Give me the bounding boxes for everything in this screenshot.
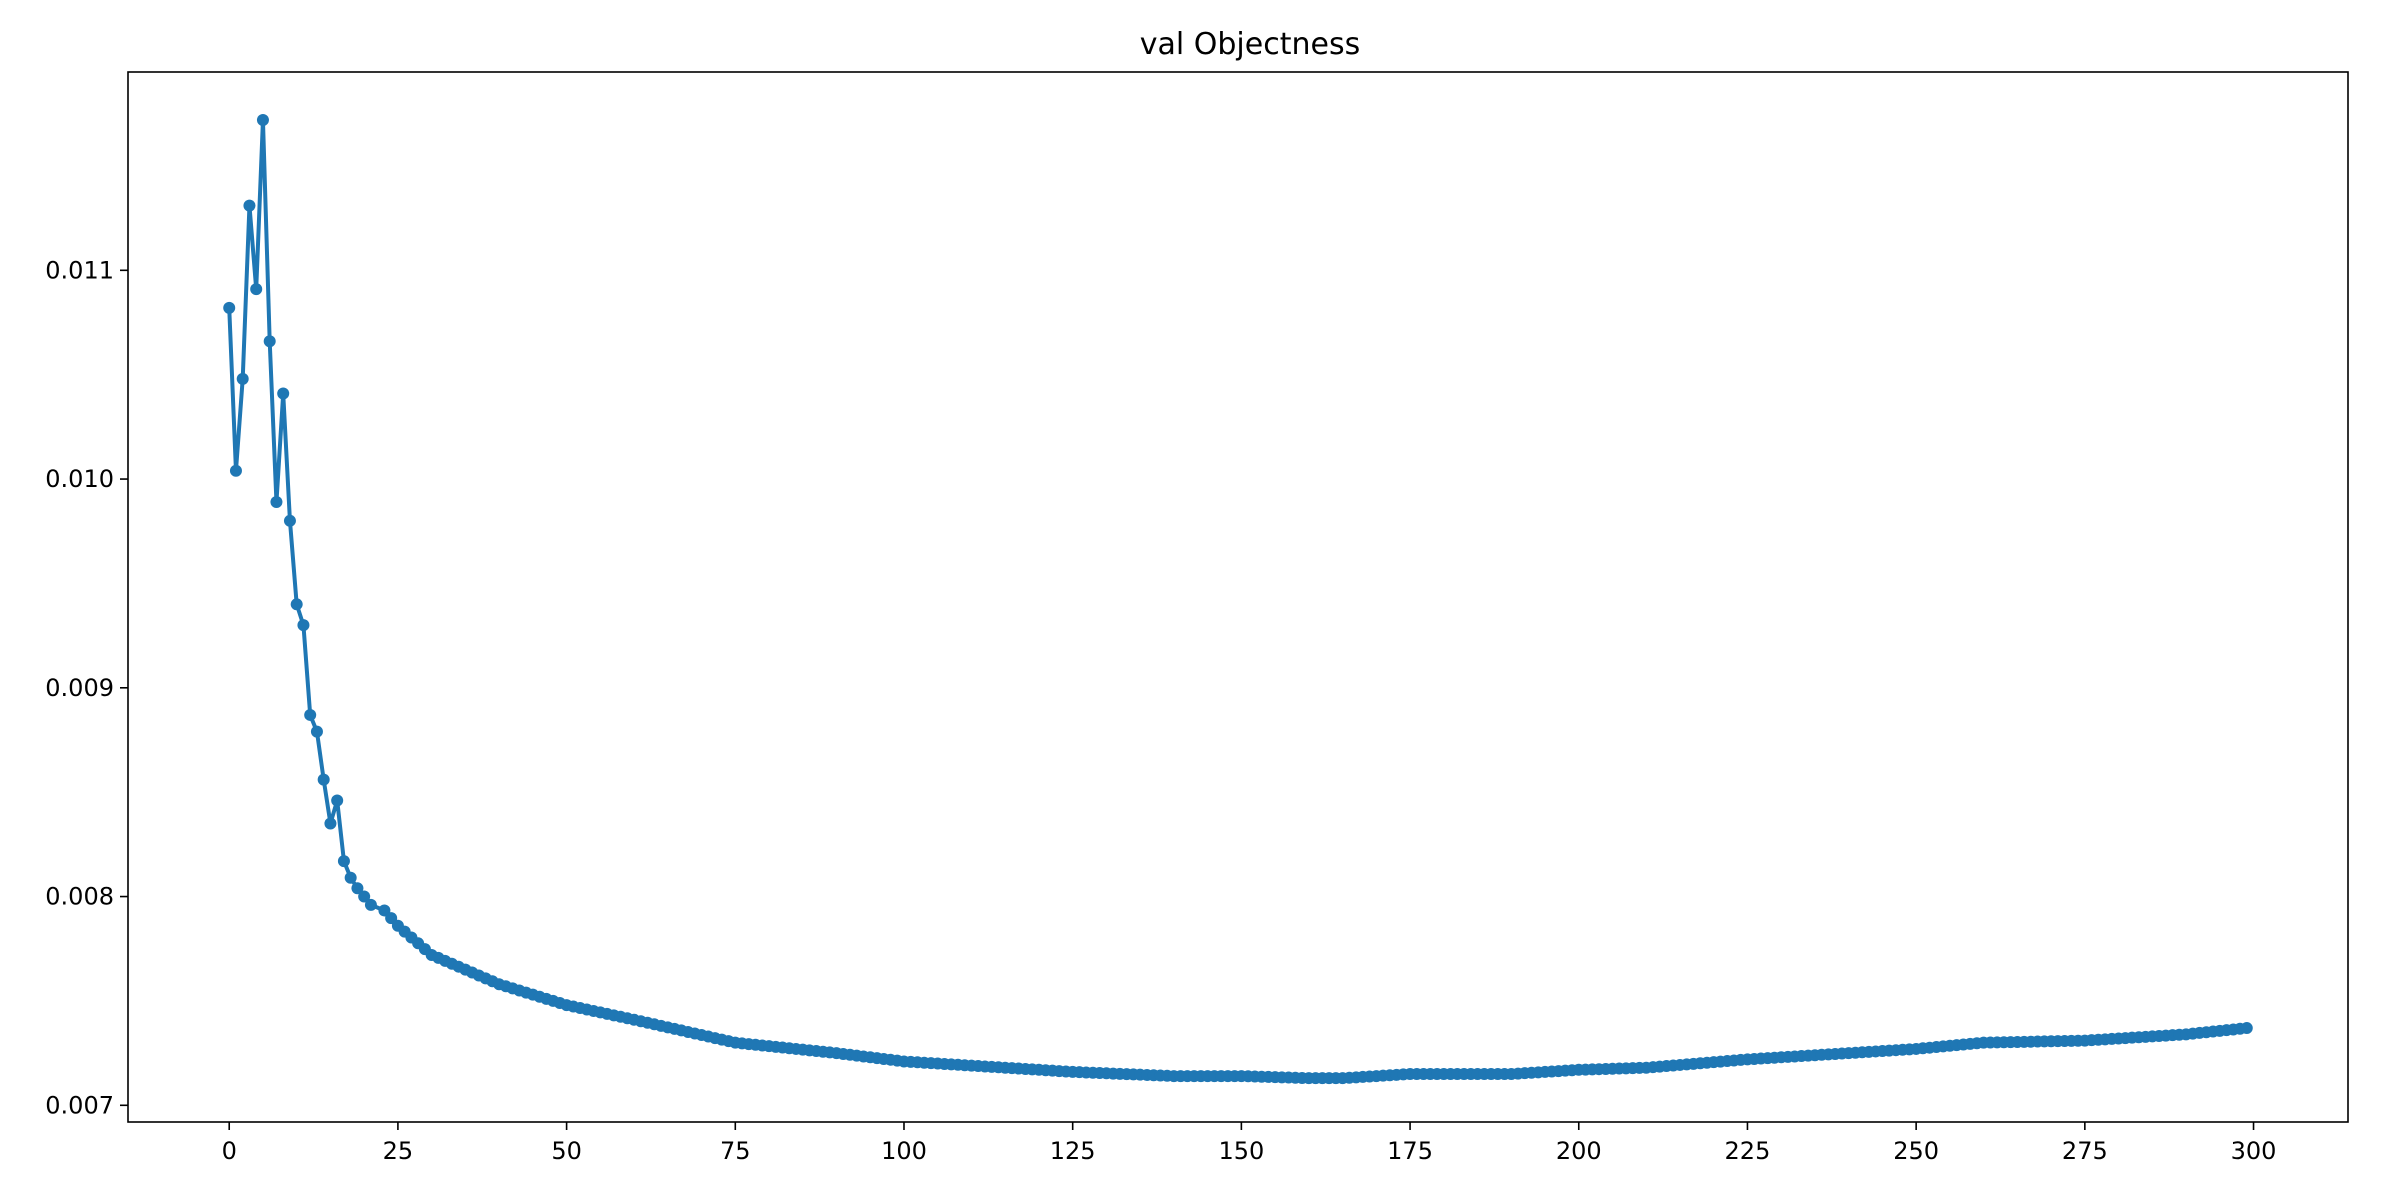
x-tick-label: 200 xyxy=(1556,1137,1602,1165)
x-tick-label: 300 xyxy=(2231,1137,2277,1165)
y-axis-ticks: 0.007 0.008 0.009 0.010 0.011 xyxy=(45,256,128,1119)
data-point xyxy=(344,871,357,884)
x-tick-label: 75 xyxy=(720,1137,751,1165)
data-point xyxy=(351,882,364,895)
data-point xyxy=(243,199,256,212)
y-tick-label: 0.011 xyxy=(45,256,114,284)
data-point xyxy=(304,708,317,721)
data-point xyxy=(310,725,323,738)
chart-title: val Objectness xyxy=(1140,27,1360,62)
data-point xyxy=(364,898,377,911)
data-point xyxy=(290,598,303,611)
x-tick-label: 150 xyxy=(1218,1137,1264,1165)
y-tick-label: 0.007 xyxy=(45,1091,114,1119)
plot-frame xyxy=(127,71,2349,1123)
data-point xyxy=(263,335,276,348)
data-point xyxy=(2240,1022,2253,1035)
data-point xyxy=(270,496,283,509)
data-point xyxy=(250,283,263,296)
data-point xyxy=(277,387,290,400)
x-tick-label: 125 xyxy=(1050,1137,1096,1165)
y-tick-label: 0.008 xyxy=(45,883,114,911)
x-tick-label: 0 xyxy=(222,1137,237,1165)
data-point xyxy=(337,855,350,868)
x-tick-label: 175 xyxy=(1387,1137,1433,1165)
data-point xyxy=(324,817,337,830)
plot-series xyxy=(223,114,2253,1085)
data-point xyxy=(331,794,344,807)
y-tick-label: 0.009 xyxy=(45,674,114,702)
data-point xyxy=(229,464,242,477)
data-point xyxy=(256,114,269,127)
data-point xyxy=(223,301,236,314)
data-point xyxy=(236,372,249,385)
x-tick-label: 50 xyxy=(551,1137,582,1165)
data-point xyxy=(317,773,330,786)
x-tick-label: 250 xyxy=(1893,1137,1939,1165)
x-tick-label: 275 xyxy=(2062,1137,2108,1165)
x-axis-ticks: 0 25 50 75 100 125 150 175 200 225 250 275 300 xyxy=(222,1122,2277,1165)
x-tick-label: 225 xyxy=(1725,1137,1771,1165)
series-line xyxy=(227,118,2247,1081)
data-point xyxy=(297,619,310,632)
data-point xyxy=(283,514,296,527)
data-point xyxy=(358,890,371,903)
x-tick-label: 25 xyxy=(383,1137,414,1165)
x-tick-label: 100 xyxy=(881,1137,927,1165)
y-tick-label: 0.010 xyxy=(45,465,114,493)
